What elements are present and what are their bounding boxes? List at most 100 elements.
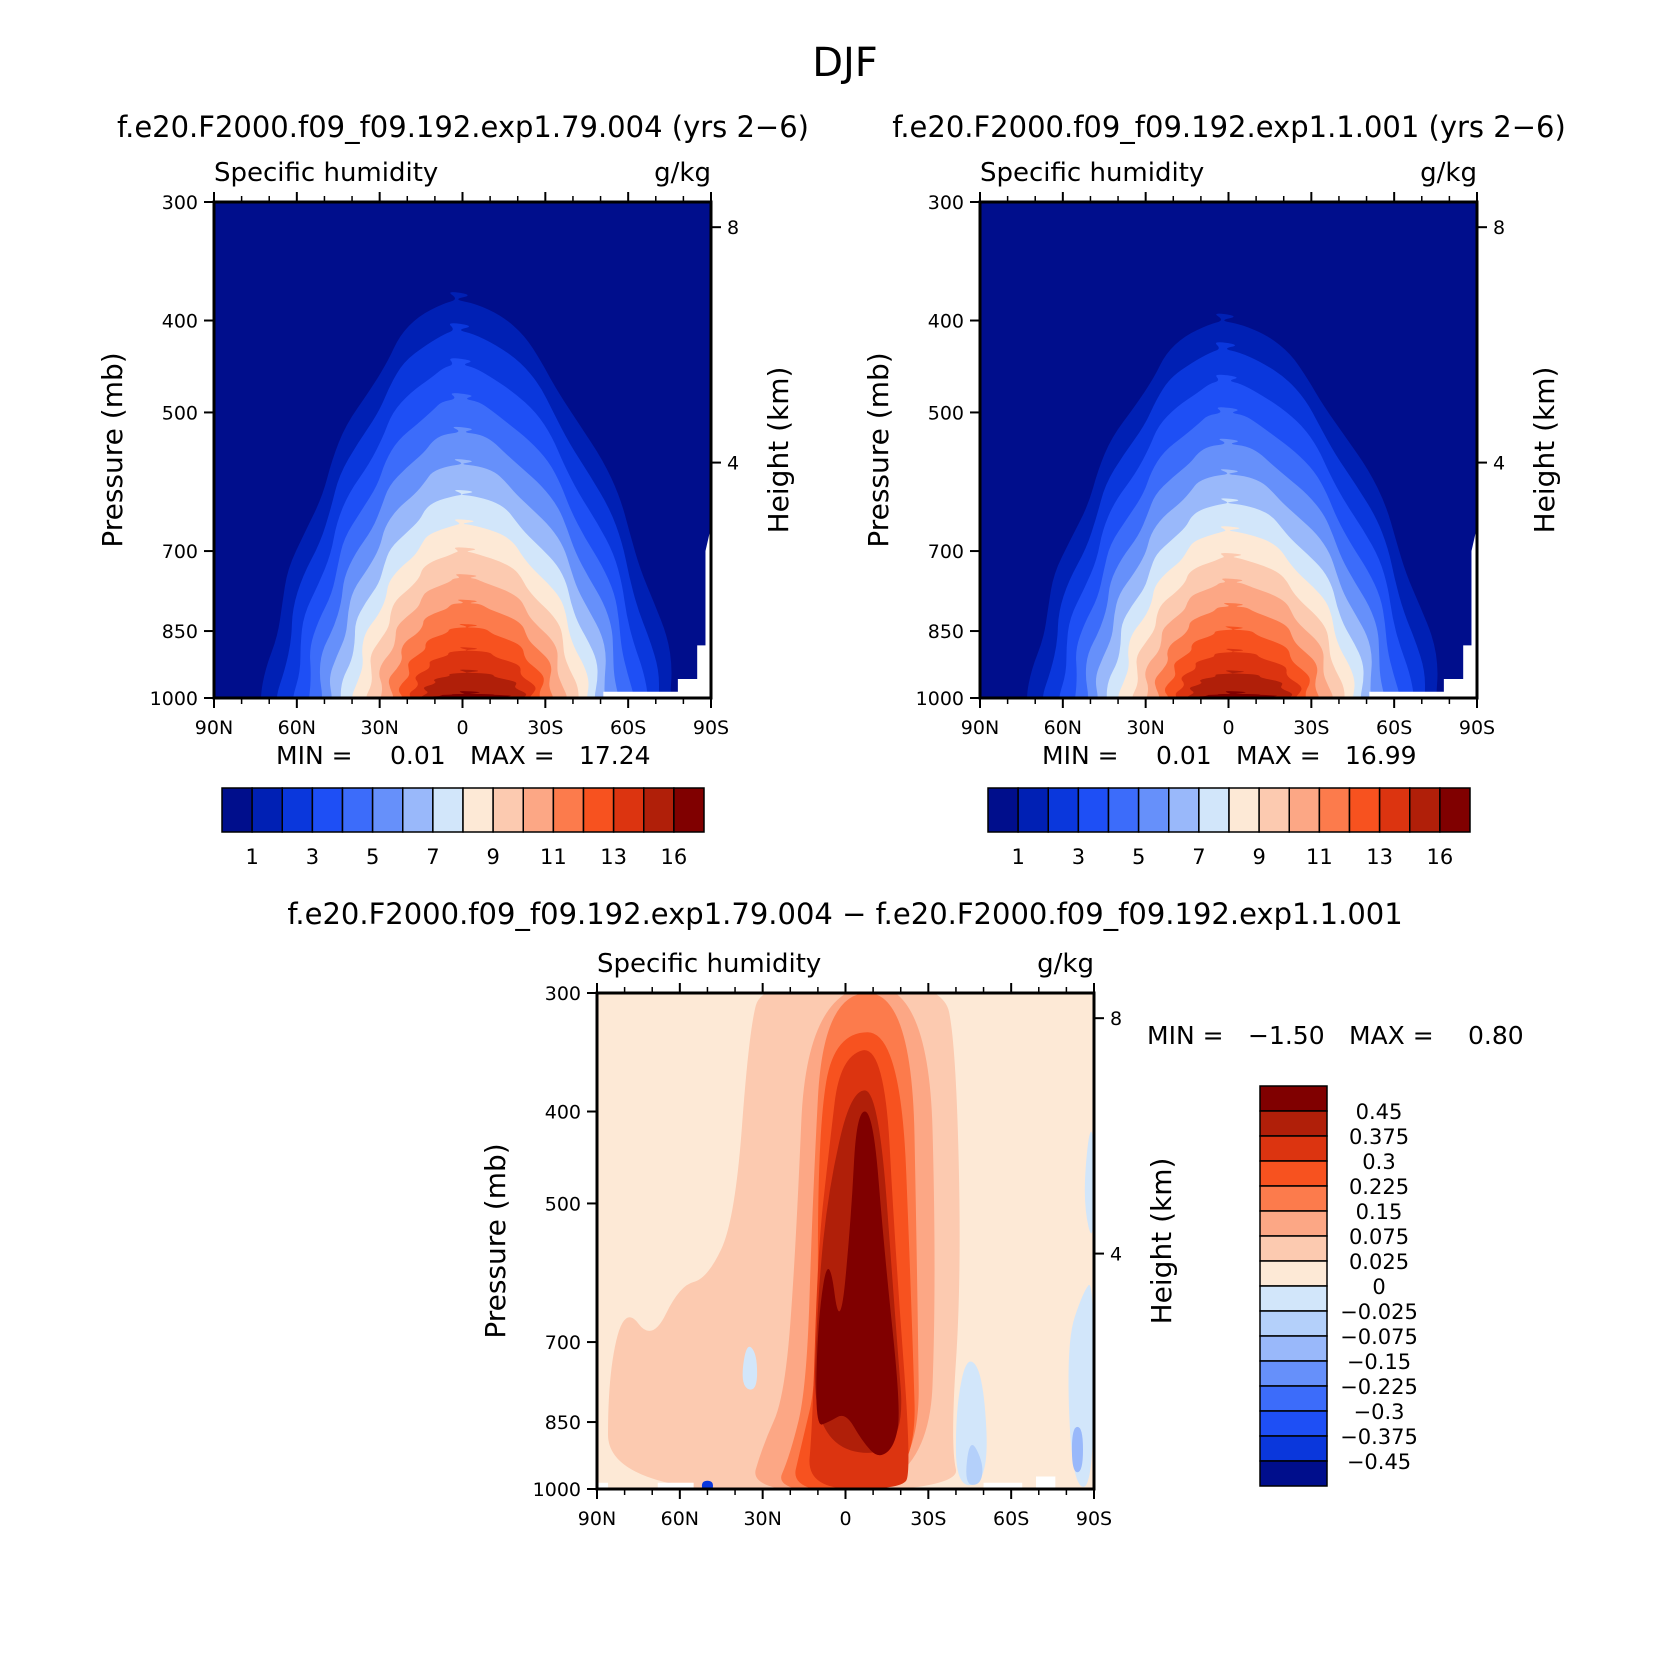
x-tick-label: 60N [278,717,316,739]
y2-axis-label: Height (km) [762,367,795,534]
colorbar-label: 9 [486,845,499,869]
x-tick-label: 30N [743,1508,781,1530]
x-tick-label: 0 [839,1508,851,1530]
colorbar-box [1259,1260,1328,1287]
colorbar-label: 9 [1252,845,1265,869]
contour-band [742,1346,758,1390]
y2-axis-label: Height (km) [1528,367,1561,534]
max-value: 17.24 [579,741,651,770]
y-tick-label: 500 [928,402,964,424]
min-label: MIN = [1147,1021,1224,1050]
colorbar-box [643,787,675,833]
colorbar-box [1017,787,1049,833]
below-ground-mask [1036,1476,1056,1489]
contour-band [1186,670,1293,698]
colorbar-box [1259,1460,1328,1487]
colorbar-box [462,787,494,833]
contour-band [432,691,517,698]
x-tick-label: 0 [456,717,468,739]
colorbar-box [1259,1310,1328,1337]
axes: 90N 60N 30N 0 30S 60S 90S 300 400 500 700 850 1000 8 4 [150,192,739,739]
min-value: 0.01 [1156,741,1212,770]
colorbar-box [612,787,645,833]
colorbar-box [1259,1285,1328,1312]
colorbar-box [1259,1335,1328,1362]
colorbar-label: 0.375 [1349,1125,1409,1149]
axes: 90N 60N 30N 0 30S 60S 90S 300 400 500 700 850 1000 8 4 [916,192,1505,739]
x-tick-label: 30S [910,1508,946,1530]
colorbar-label: −0.15 [1347,1350,1411,1374]
colorbar-box [311,787,344,833]
x-tick-label: 90N [578,1508,616,1530]
panel-title: f.e20.F2000.f09_f09.192.exp1.1.001 (yrs … [892,110,1566,144]
y-tick-label: 700 [162,541,198,563]
colorbar-box [1439,787,1471,833]
colorbar-box [1318,787,1351,833]
colorbar-box [552,787,585,833]
y2-tick-label: 8 [727,217,739,239]
colorbar-label: 3 [1072,845,1085,869]
y-tick-label: 300 [545,983,581,1005]
colorbar-box [1259,1410,1328,1437]
colorbar-box [1259,1385,1328,1412]
colorbar-box [1047,787,1080,833]
min-value: 0.01 [390,741,446,770]
contour-band [1084,1131,1094,1234]
contour-field [214,202,711,698]
colorbar-box [1259,1185,1328,1212]
colorbar-label: 0.225 [1349,1175,1409,1199]
colorbar-label: −0.375 [1340,1425,1418,1449]
colorbar-label: 3 [306,845,319,869]
colorbar-box [1077,787,1110,833]
panel-top-left: f.e20.F2000.f09_f09.192.exp1.79.004 (yrs… [96,110,809,869]
colorbar-label: 16 [1427,845,1454,869]
x-tick-label: 30N [360,717,398,739]
colorbar-box [1258,787,1290,833]
colorbar-box [492,787,524,833]
x-tick-label: 60S [993,1508,1029,1530]
contour-field [980,202,1477,698]
max-label: MAX = [470,741,555,770]
left-subtitle: Specific humidity [597,949,821,979]
x-tick-label: 60S [1376,717,1412,739]
colorbar-box [1259,1360,1328,1387]
contour-band [955,1361,987,1486]
y-tick-label: 1000 [916,688,964,710]
y-tick-label: 700 [928,541,964,563]
colorbar-label: −0.225 [1340,1375,1418,1399]
x-tick-label: 90N [961,717,999,739]
panel-title: f.e20.F2000.f09_f09.192.exp1.79.004 (yrs… [117,110,809,144]
x-tick-label: 30S [1293,717,1329,739]
colorbar-label: −0.45 [1347,1450,1411,1474]
y-tick-label: 500 [545,1193,581,1215]
colorbar-label: −0.075 [1340,1325,1418,1349]
below-ground-mask [1369,526,1477,698]
colorbar-label: 5 [1132,845,1145,869]
colorbar-box [341,787,374,833]
y-tick-label: 300 [928,192,964,214]
colorbar-box [1288,787,1321,833]
colorbar-box [1259,1160,1328,1187]
contour-field [597,993,1094,1489]
y-tick-label: 850 [928,621,964,643]
y-tick-label: 300 [162,192,198,214]
panel-top-right: f.e20.F2000.f09_f09.192.exp1.1.001 (yrs … [862,110,1566,869]
x-tick-label: 90N [195,717,233,739]
y-tick-label: 700 [545,1332,581,1354]
max-label: MAX = [1236,741,1321,770]
colorbar-label: 1 [1011,845,1024,869]
below-ground-mask [597,1482,609,1489]
contour-band [420,669,527,698]
colorbar-box [402,787,434,833]
panel-bottom: f.e20.F2000.f09_f09.192.exp1.79.004 − f.… [287,897,1523,1530]
x-tick-label: 30N [1126,717,1164,739]
colorbar: 1 3 5 7 9 11 13 16 [221,787,705,869]
colorbar-label: 0.075 [1349,1225,1409,1249]
colorbar-label: 7 [1192,845,1205,869]
min-label: MIN = [276,741,353,770]
x-tick-label: 60S [610,717,646,739]
colorbar: 1 3 5 7 9 11 13 16 [987,787,1471,869]
colorbar-label: 11 [1306,845,1333,869]
x-tick-label: 90S [1076,1508,1112,1530]
colorbar-box [987,787,1019,833]
